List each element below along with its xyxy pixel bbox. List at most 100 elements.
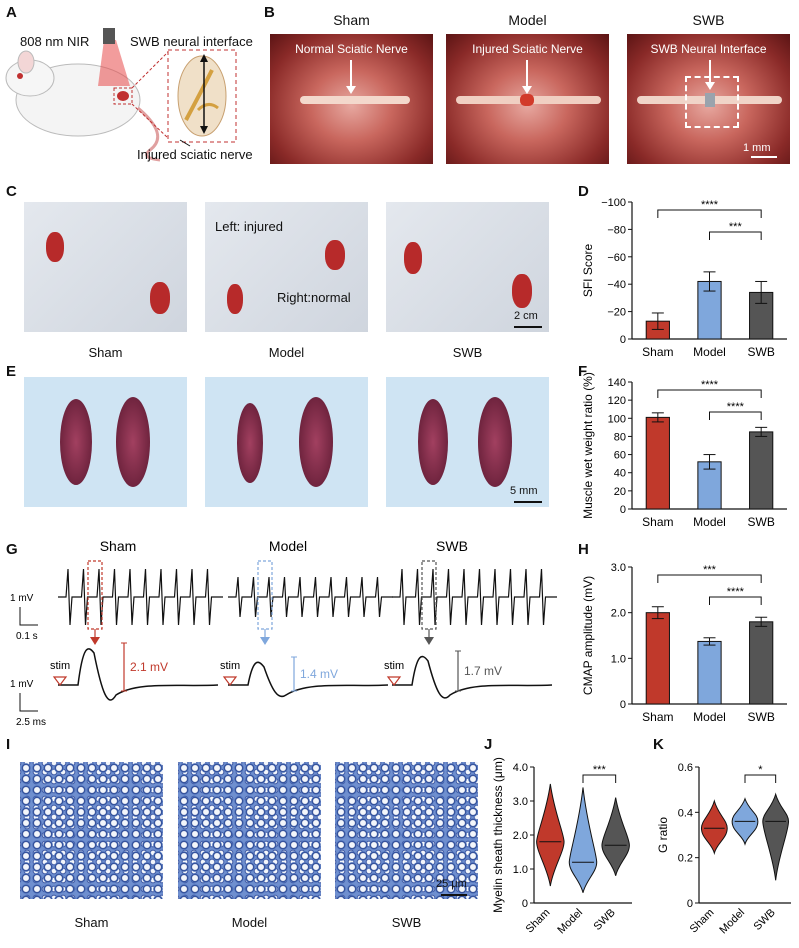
x-tick-label: SWB xyxy=(752,907,778,933)
x-tick-label: SWB xyxy=(747,345,774,359)
group-label-c-swb: SWB xyxy=(452,345,483,360)
y-axis-label: Myelin sheath thickness (μm) xyxy=(491,757,505,913)
y-tick-label: 0 xyxy=(620,334,626,346)
x-tick-label: Model xyxy=(693,710,726,724)
muscle-photo-sham xyxy=(24,377,187,507)
panel-label-d: D xyxy=(578,183,589,200)
y-tick-label: 0.4 xyxy=(678,807,693,819)
highlight-box xyxy=(257,560,273,630)
scale-label-b: 1 mm xyxy=(743,142,771,154)
nir-label: 808 nm NIR xyxy=(20,34,90,49)
y-tick-label: 0.6 xyxy=(678,762,693,774)
chart-myelin-thickness: 0 1.0 2.0 3.0 4.0 Myelin sheath thickness (μm… xyxy=(491,757,632,936)
panel-label-a: A xyxy=(6,4,17,21)
group-label-c-sham: Sham xyxy=(88,345,123,360)
arrow-head xyxy=(424,637,434,645)
y-axis-label: SFI Score xyxy=(581,244,595,298)
cmap-waveform xyxy=(228,661,389,698)
right-normal-note: Right:normal xyxy=(277,290,351,305)
left-injured-note: Left: injured xyxy=(215,219,283,234)
y-tick-label: −40 xyxy=(607,279,626,291)
stim-label: stim xyxy=(50,660,70,672)
scale-bar-c xyxy=(514,326,542,328)
significance-bracket xyxy=(709,596,762,605)
significance-label: *** xyxy=(593,764,607,776)
violin-model xyxy=(568,787,598,893)
trace-group-swb: SWB xyxy=(436,538,468,554)
bar-model xyxy=(697,640,722,705)
highlight-box xyxy=(421,560,437,630)
y-axis-label: Muscle wet weight ratio (%) xyxy=(581,372,595,519)
trace-group-model: Model xyxy=(269,538,307,554)
nerve-photo-model: Injured Sciatic Nerve xyxy=(446,34,609,164)
y-tick-label: 3.0 xyxy=(513,796,528,808)
nerve-annotation-model: Injured Sciatic Nerve xyxy=(472,42,583,56)
group-label-i-swb: SWB xyxy=(391,915,422,930)
y-tick-label: 0 xyxy=(620,699,626,711)
nerve-annotation-sham: Normal Sciatic Nerve xyxy=(295,42,408,56)
y-tick-label: 60 xyxy=(614,450,626,462)
y-tick-label: 1.0 xyxy=(611,653,626,665)
chart-cmap-amplitude: 0 1.0 2.0 3.0 CMAP amplitude (mV) Sham Model SW… xyxy=(581,562,787,724)
y-tick-label: 80 xyxy=(614,431,626,443)
y-axis-label: G ratio xyxy=(656,817,670,853)
scale-label-i: 25 μm xyxy=(436,878,467,890)
scale-bar-i xyxy=(441,894,467,896)
panel-label-c: C xyxy=(6,183,17,200)
group-label-b-swb: SWB xyxy=(692,12,725,28)
y-axis-label: CMAP amplitude (mV) xyxy=(581,576,595,695)
stim-label: stim xyxy=(220,660,240,672)
rat-illustration xyxy=(5,28,237,162)
panel-label-k: K xyxy=(653,736,664,753)
amplitude-label: 2.1 mV xyxy=(130,660,168,674)
significance-label: **** xyxy=(701,379,719,391)
significance-label: *** xyxy=(703,564,717,576)
y-tick-label: −20 xyxy=(607,307,626,319)
violin-swb xyxy=(601,797,630,876)
y-tick-label: 2.0 xyxy=(513,830,528,842)
scale-bar-e xyxy=(514,501,542,503)
y-tick-label: 0.2 xyxy=(678,853,693,865)
violin-sham xyxy=(536,783,565,887)
scale-bar-top xyxy=(19,607,38,626)
nerve-photo-swb: SWB Neural Interface 1 mm xyxy=(627,34,790,164)
y-tick-label: 100 xyxy=(608,413,626,425)
group-label-b-sham: Sham xyxy=(333,12,370,28)
arrow-head xyxy=(260,637,270,645)
highlight-box xyxy=(87,560,103,630)
group-label-i-model: Model xyxy=(231,915,268,930)
footprint-photo-model: Left: injured Right:normal xyxy=(205,202,368,332)
cmap-waveform xyxy=(58,648,219,701)
histology-sham xyxy=(20,762,163,899)
violin-sham xyxy=(700,799,728,856)
y-tick-label: 20 xyxy=(614,486,626,498)
panel-label-b: B xyxy=(264,4,275,21)
y-tick-label: 3.0 xyxy=(611,562,626,574)
interface-label: SWB neural interface xyxy=(130,34,253,49)
x-tick-label: Model xyxy=(693,345,726,359)
significance-label: **** xyxy=(727,401,745,413)
cmap-waveform xyxy=(392,655,553,699)
bar-sham xyxy=(645,416,670,510)
trace-group-sham: Sham xyxy=(100,538,137,554)
panel-label-e: E xyxy=(6,363,17,380)
x-tick-label: Model xyxy=(693,515,726,529)
significance-bracket xyxy=(744,774,777,783)
chart-g-ratio: 0 0.2 0.4 0.6 G ratio Sham Model SWB * xyxy=(656,762,791,936)
x-tick-label: Sham xyxy=(642,515,673,529)
x-tick-label: Sham xyxy=(642,345,673,359)
amplitude-label: 1.4 mV xyxy=(300,667,338,681)
histology-swb: 25 μm xyxy=(335,762,478,899)
y-tick-label: −80 xyxy=(607,224,626,236)
x-tick-label: Sham xyxy=(642,710,673,724)
panel-label-h: H xyxy=(578,541,589,558)
group-label-c-model: Model xyxy=(268,345,305,360)
panel-label-f: F xyxy=(578,363,588,380)
injured-nerve-label: Injured sciatic nerve xyxy=(137,147,253,162)
spike-train xyxy=(392,568,557,626)
panel-label-j: J xyxy=(484,736,493,753)
histology-model xyxy=(178,762,321,899)
scale-label-e: 5 mm xyxy=(510,485,538,497)
bar-swb xyxy=(749,431,774,510)
x-tick-label: Sham xyxy=(524,907,553,936)
